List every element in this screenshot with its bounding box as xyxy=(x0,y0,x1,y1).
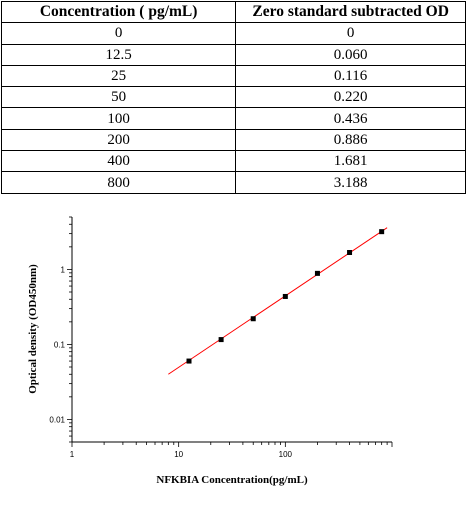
od-cell: 0.886 xyxy=(235,128,466,152)
table-row: 400 1.681 xyxy=(0,150,466,173)
data-point xyxy=(347,250,353,256)
od-cell: 0.060 xyxy=(235,43,466,66)
data-point xyxy=(314,270,320,276)
data-points xyxy=(186,229,385,364)
od-cell: 0.436 xyxy=(235,107,466,130)
concentration-cell: 800 xyxy=(0,171,237,194)
table-row: 12.5 0.060 xyxy=(0,43,466,66)
y-tick-label: 0.01 xyxy=(49,415,65,424)
data-point xyxy=(282,293,288,299)
header-od: Zero standard subtracted OD xyxy=(235,0,466,24)
od-cell: 3.188 xyxy=(235,171,466,194)
table-body: 0 0 12.5 0.060 25 0.116 50 0.220 100 0.436 200 0.88… xyxy=(0,22,466,194)
table-row: 200 0.886 xyxy=(0,128,466,152)
data-point xyxy=(186,358,192,364)
y-tick-label: 0.1 xyxy=(54,340,66,349)
concentration-cell: 100 xyxy=(0,107,237,130)
od-cell: 0.116 xyxy=(235,64,466,88)
y-tick-label: 1 xyxy=(61,265,66,274)
chart-axes: 1 10 100 0.01 0.1 1 xyxy=(49,216,393,459)
table-header-row: Concentration ( pg/mL) Zero standard sub… xyxy=(0,0,466,24)
x-axis-label: NFKBIA Concentration(pg/mL) xyxy=(156,474,308,486)
concentration-cell: 50 xyxy=(0,86,237,109)
concentration-cell: 200 xyxy=(0,128,237,152)
fit-line-group xyxy=(168,227,388,375)
data-point xyxy=(218,337,224,343)
table-row: 50 0.220 xyxy=(0,86,466,109)
concentration-cell: 0 xyxy=(0,22,237,45)
table-row: 100 0.436 xyxy=(0,107,466,130)
concentration-cell: 25 xyxy=(0,64,237,88)
od-cell: 1.681 xyxy=(235,150,466,173)
header-concentration: Concentration ( pg/mL) xyxy=(0,0,237,24)
data-point xyxy=(250,316,256,322)
standard-curve-table: Concentration ( pg/mL) Zero standard sub… xyxy=(0,0,466,194)
y-axis-label: Optical density (OD450nm) xyxy=(27,264,39,394)
od-cell: 0.220 xyxy=(235,86,466,109)
x-tick-label: 100 xyxy=(279,450,293,459)
concentration-cell: 400 xyxy=(0,150,237,173)
x-tick-label: 10 xyxy=(174,450,183,459)
data-point xyxy=(379,229,385,235)
fit-line xyxy=(168,227,388,375)
standard-curve-chart: 1 10 100 0.01 0.1 1 NFKBIA Concentration(pg/m… xyxy=(27,216,393,486)
concentration-cell: 12.5 xyxy=(0,43,237,66)
od-cell: 0 xyxy=(235,22,466,45)
x-tick-label: 1 xyxy=(70,450,75,459)
table-row: 25 0.116 xyxy=(0,64,466,88)
table-row: 800 3.188 xyxy=(0,171,466,194)
